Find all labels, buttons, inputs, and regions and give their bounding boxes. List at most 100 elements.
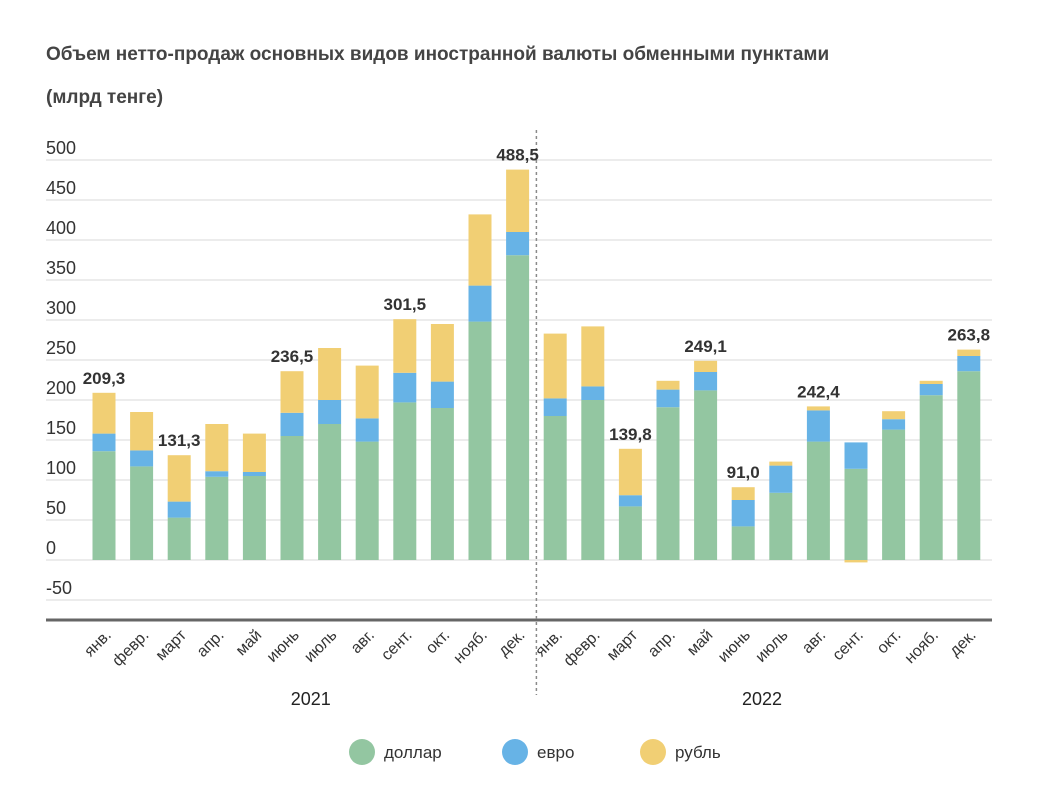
bar-segment-рубль xyxy=(731,487,755,500)
y-tick-label: 450 xyxy=(46,178,76,198)
x-tick-label: янв. xyxy=(81,627,115,661)
bar-segment-доллар xyxy=(618,506,642,560)
data-label: 242,4 xyxy=(797,382,840,401)
data-label: 301,5 xyxy=(384,295,427,314)
bar-segment-евро xyxy=(806,410,830,442)
bar-segment-доллар xyxy=(318,424,342,560)
bar-segment-доллар xyxy=(130,466,154,560)
x-tick-label: авг. xyxy=(348,627,378,657)
y-tick-label: 50 xyxy=(46,498,66,518)
y-tick-label: -50 xyxy=(46,578,72,598)
bar-segment-доллар xyxy=(882,429,906,560)
bar-segment-евро xyxy=(355,418,379,442)
bar-segment-доллар xyxy=(919,395,943,560)
year-label: 2021 xyxy=(291,689,331,709)
bar-segment-доллар xyxy=(92,451,116,560)
x-tick-label: авг. xyxy=(799,627,829,657)
bar-segment-рубль xyxy=(882,411,906,420)
bar-segment-рубль xyxy=(205,424,229,472)
x-tick-label: окт. xyxy=(423,627,453,657)
bar-segment-евро xyxy=(882,419,906,430)
legend-label: евро xyxy=(537,743,574,762)
bar-segment-евро xyxy=(506,232,530,256)
x-tick-label: сент. xyxy=(830,627,867,664)
bar-segment-рубль xyxy=(430,324,454,382)
data-label: 131,3 xyxy=(158,431,201,450)
bar-segment-рубль xyxy=(130,412,154,451)
bar-segment-рубль xyxy=(957,349,981,356)
bar-segment-доллар xyxy=(694,390,718,560)
bar-segment-рубль xyxy=(694,360,718,372)
x-tick-label: апр. xyxy=(194,627,228,661)
bar-segment-евро xyxy=(468,285,492,322)
y-tick-label: 200 xyxy=(46,378,76,398)
bar-segment-евро xyxy=(205,471,229,477)
bar-segment-доллар xyxy=(393,402,417,560)
bar-segment-евро xyxy=(280,412,304,436)
bar-segment-доллар xyxy=(242,476,266,560)
legend-label: рубль xyxy=(675,743,721,762)
bar-segment-рубль xyxy=(506,169,530,232)
y-tick-label: 350 xyxy=(46,258,76,278)
y-tick-label: 500 xyxy=(46,138,76,158)
bar-segment-доллар xyxy=(731,526,755,560)
bar-segment-доллар xyxy=(468,321,492,560)
y-tick-label: 250 xyxy=(46,338,76,358)
legend-swatch xyxy=(502,739,528,765)
bar-segment-рубль xyxy=(618,448,642,496)
bar-segment-евро xyxy=(318,400,342,424)
x-tick-label: окт. xyxy=(874,627,904,657)
bar-segment-рубль xyxy=(919,380,943,384)
bars xyxy=(92,169,981,563)
y-tick-label: 0 xyxy=(46,538,56,558)
chart-subtitle: (млрд тенге) xyxy=(46,87,164,108)
bar-segment-рубль xyxy=(280,371,304,413)
y-tick-label: 300 xyxy=(46,298,76,318)
bar-segment-доллар xyxy=(806,441,830,560)
year-label: 2022 xyxy=(742,689,782,709)
data-label: 139,8 xyxy=(609,425,652,444)
bar-segment-евро xyxy=(393,372,417,403)
legend-label: доллар xyxy=(384,743,442,762)
bar-segment-евро xyxy=(430,381,454,408)
data-label: 236,5 xyxy=(271,347,314,366)
data-label: 91,0 xyxy=(727,463,760,482)
x-tick-label: нояб. xyxy=(451,627,491,667)
bar-segment-евро xyxy=(130,450,154,467)
bar-segment-евро xyxy=(694,372,718,391)
bar-segment-евро xyxy=(581,386,605,400)
x-tick-label: апр. xyxy=(645,627,679,661)
bar-segment-евро xyxy=(919,384,943,396)
bar-segment-рубль xyxy=(92,392,116,434)
bar-segment-доллар xyxy=(656,407,680,560)
bar-segment-доллар xyxy=(506,255,530,560)
bar-segment-доллар xyxy=(769,492,793,560)
x-tick-label: нояб. xyxy=(902,627,942,667)
bar-segment-доллар xyxy=(844,468,868,560)
x-tick-label: дек. xyxy=(947,627,980,660)
bar-segment-евро xyxy=(242,472,266,476)
bar-segment-доллар xyxy=(280,436,304,560)
data-label: 488,5 xyxy=(496,146,539,165)
x-tick-label: янв. xyxy=(532,627,566,661)
x-tick-label: март xyxy=(604,626,642,664)
x-tick-label: июнь xyxy=(264,627,303,666)
bar-segment-рубль xyxy=(393,319,417,373)
bar-segment-евро xyxy=(656,389,680,408)
bar-segment-доллар xyxy=(167,517,191,560)
x-tick-label: февр. xyxy=(109,627,152,670)
x-tick-label: июль xyxy=(301,627,340,666)
bar-segment-евро xyxy=(167,501,191,518)
x-tick-label: июль xyxy=(753,627,792,666)
bar-segment-доллар xyxy=(430,408,454,560)
data-label: 263,8 xyxy=(948,326,991,345)
x-tick-label: дек. xyxy=(495,627,528,660)
bar-segment-рубль xyxy=(806,406,830,411)
y-tick-label: 400 xyxy=(46,218,76,238)
bar-segment-евро xyxy=(543,398,567,416)
bar-segment-рубль xyxy=(581,326,605,387)
data-label: 209,3 xyxy=(83,369,126,388)
